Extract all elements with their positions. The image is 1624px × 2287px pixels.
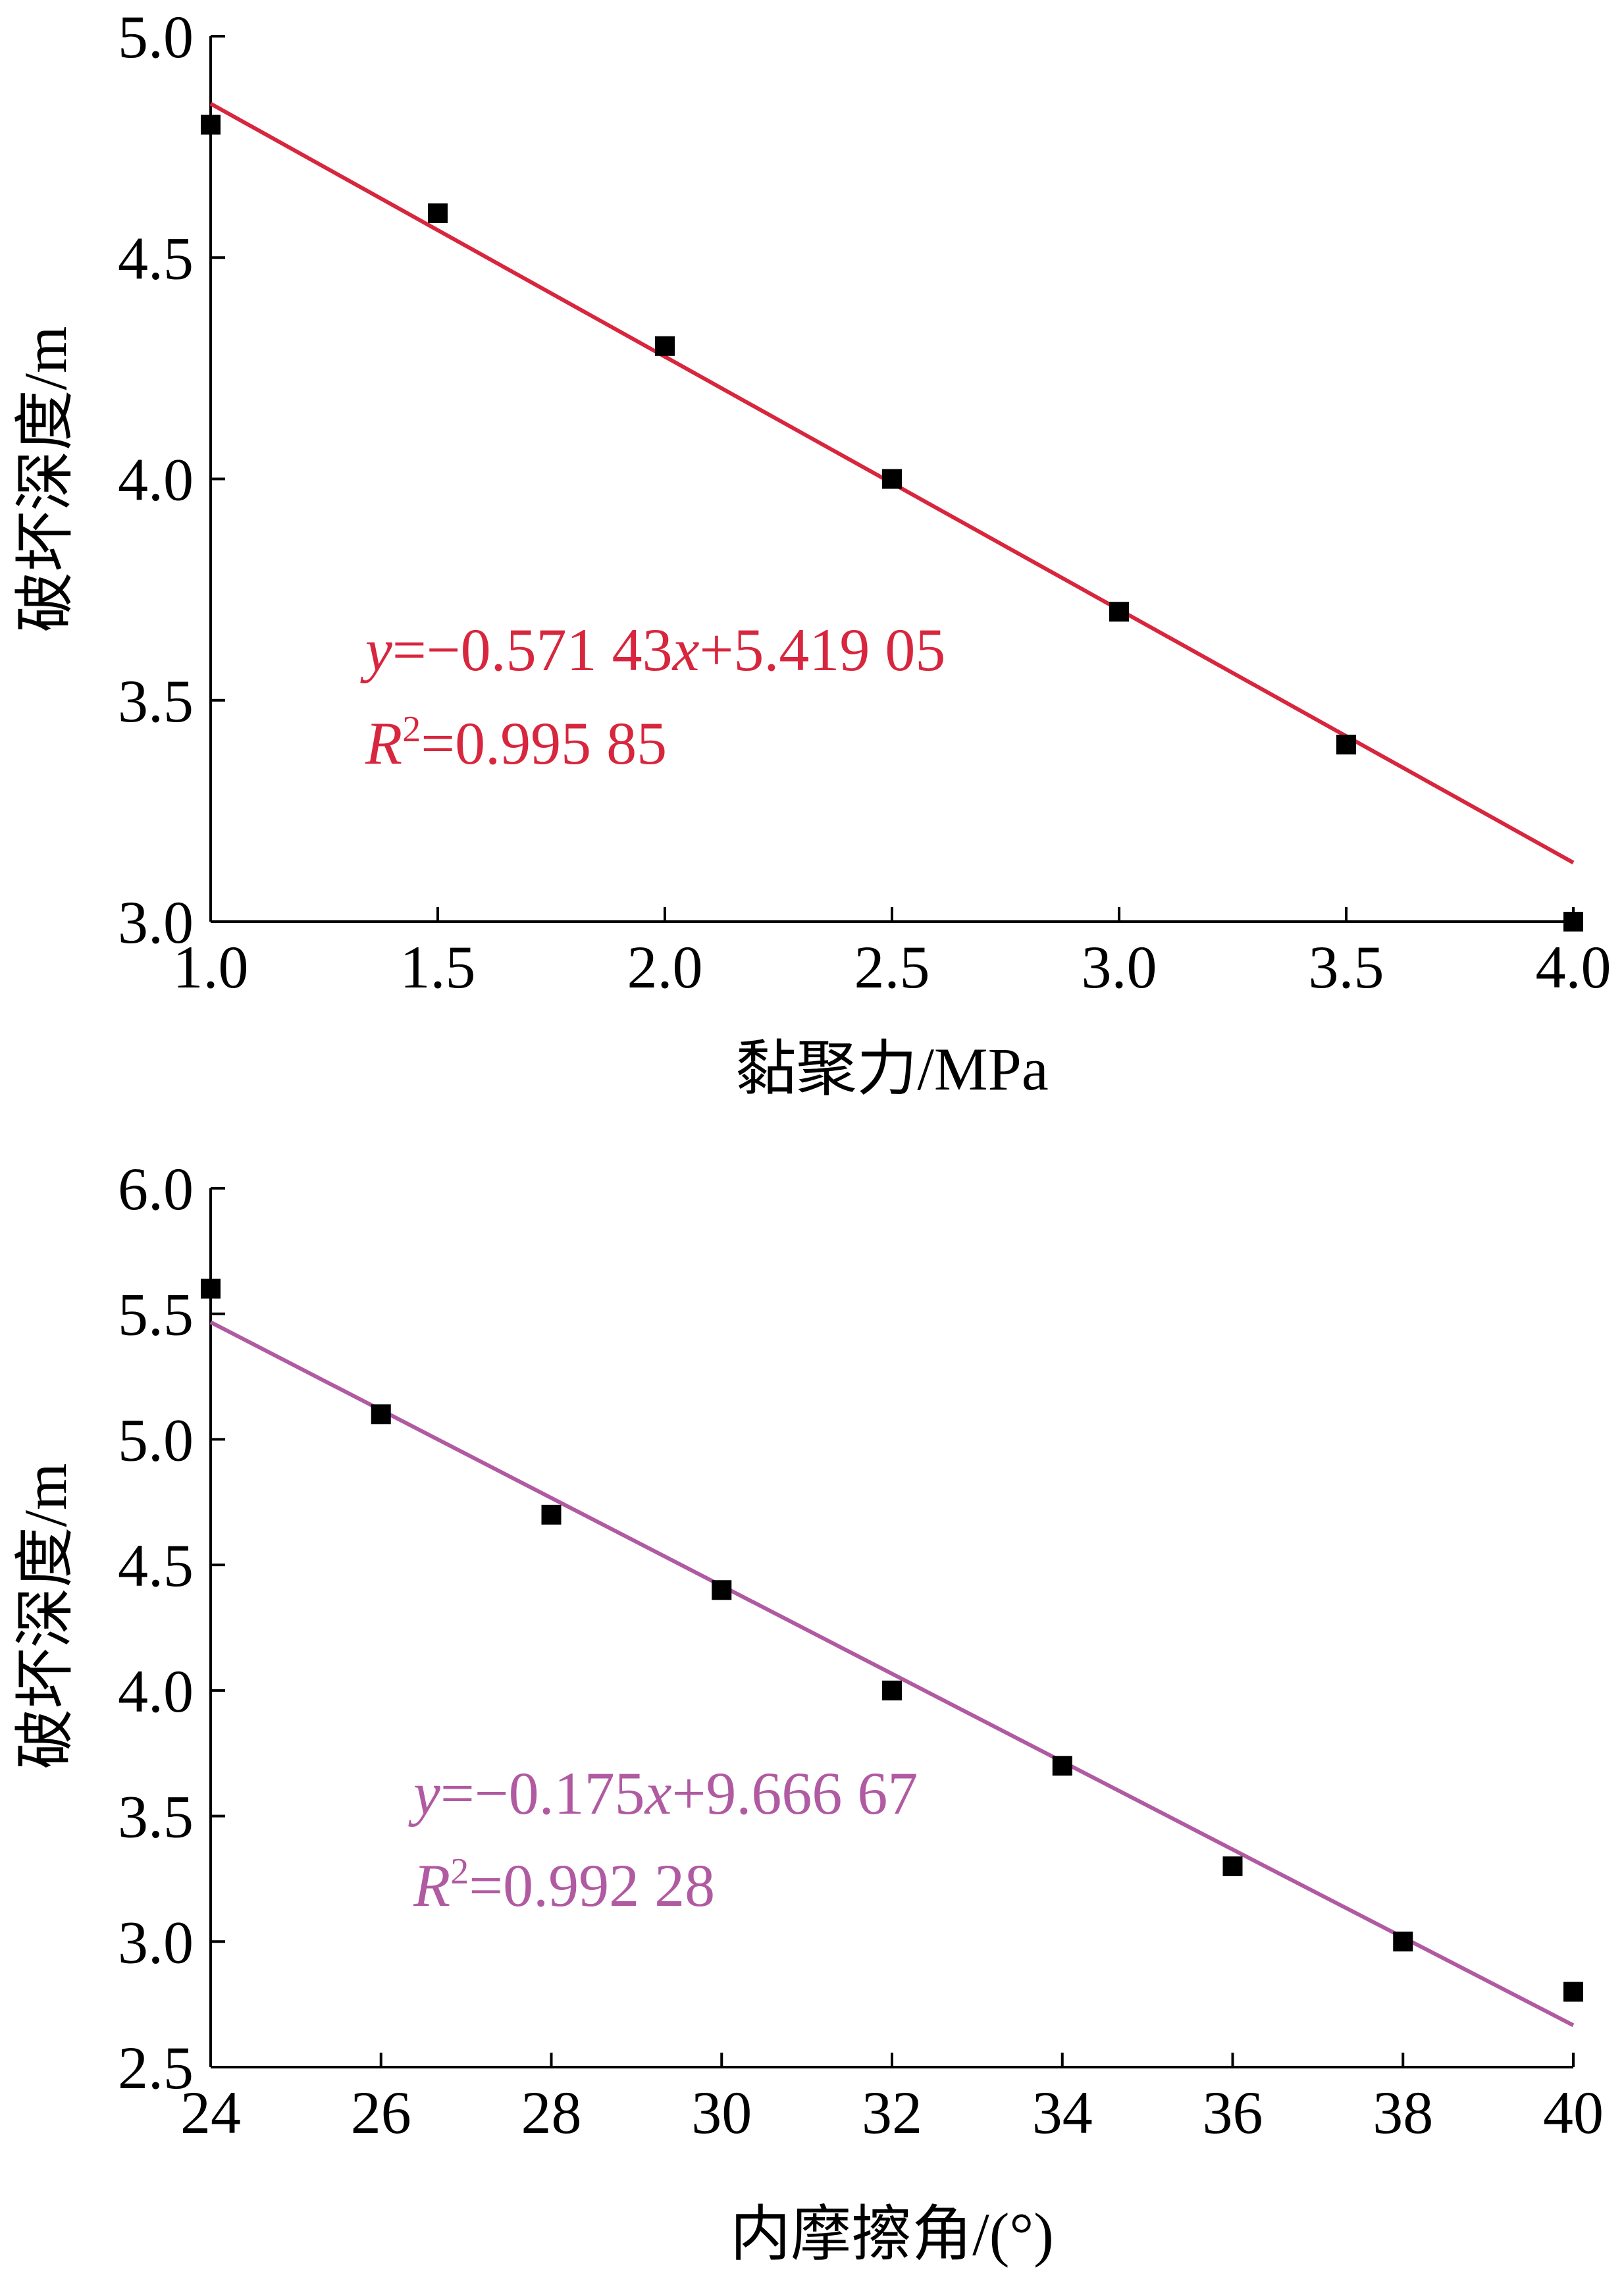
x-tick-labels: 1.0 1.5 2.0 2.5 3.0 3.5 4.0 <box>173 933 1611 1001</box>
fit-r-squared: R2=0.995 85 <box>365 709 667 777</box>
y-tick-label: 4.5 <box>118 224 194 292</box>
data-point <box>1563 1982 1583 2002</box>
fit-line <box>209 1320 1575 2028</box>
x-tick-label: 40 <box>1543 2079 1604 2146</box>
r2-value: =0.992 28 <box>469 1852 715 1919</box>
y-tick-label: 3.5 <box>118 1783 194 1851</box>
y-tick-labels: 3.0 3.5 4.0 4.5 5.0 <box>118 3 194 956</box>
data-points <box>201 1278 1583 2002</box>
y-tick-label: 5.0 <box>118 3 194 70</box>
data-point <box>1222 1856 1243 1876</box>
y-tick-label: 3.5 <box>118 668 194 735</box>
r2-symbol: R <box>413 1852 450 1919</box>
data-point <box>882 1680 902 1700</box>
data-point <box>371 1404 391 1425</box>
eq-lhs: =−0.571 43 <box>392 616 673 683</box>
y-axis-title: 破坏深度/m <box>12 326 79 632</box>
y-tick-label: 3.0 <box>118 889 194 956</box>
data-point <box>428 203 448 223</box>
x-tick-labels: 24 26 28 30 32 34 36 38 40 <box>180 2079 1604 2146</box>
fit-equation: y=−0.571 43x+5.419 05 <box>360 616 945 683</box>
data-point <box>201 1278 221 1299</box>
eq-lhs: =−0.175 <box>440 1760 645 1827</box>
fit-equation: y=−0.175x+9.666 67 <box>408 1760 918 1827</box>
y-tick-label: 2.5 <box>118 2034 194 2101</box>
x-tick-label: 34 <box>1032 2079 1093 2146</box>
y-tick-label: 4.5 <box>118 1532 194 1599</box>
x-axis-title: 内摩擦角/(°) <box>730 2201 1054 2268</box>
x-tick-label: 4.0 <box>1536 933 1611 1001</box>
eq-rhs: +9.666 67 <box>671 1760 918 1827</box>
data-point <box>541 1504 562 1525</box>
data-point <box>201 115 221 135</box>
x-tick-label: 26 <box>351 2079 411 2146</box>
x-tick-label: 24 <box>180 2079 241 2146</box>
y-tick-label: 5.0 <box>118 1406 194 1473</box>
data-point <box>655 336 675 356</box>
x-axis-title: 黏聚力/MPa <box>735 1036 1048 1103</box>
data-point <box>712 1580 732 1600</box>
y-tick-label: 4.0 <box>118 446 194 513</box>
y-tick-label: 4.0 <box>118 1658 194 1725</box>
y-tick-label: 3.0 <box>118 1908 194 1976</box>
x-tick-label: 28 <box>521 2079 582 2146</box>
x-tick-label: 36 <box>1203 2079 1263 2146</box>
tick-marks <box>209 35 1575 923</box>
r2-superscript: 2 <box>450 1851 469 1892</box>
eq-rhs: +5.419 05 <box>699 616 945 683</box>
data-point <box>1393 1932 1413 1952</box>
x-tick-label: 1.5 <box>400 933 476 1001</box>
x-tick-label: 3.0 <box>1082 933 1157 1001</box>
r2-symbol: R <box>365 710 402 777</box>
x-tick-label: 30 <box>691 2079 752 2146</box>
r2-value: =0.995 85 <box>421 710 667 777</box>
eq-x-symbol: x <box>671 616 700 683</box>
data-point <box>882 469 902 489</box>
data-points <box>201 115 1583 932</box>
data-point <box>1109 602 1129 622</box>
y-tick-label: 5.5 <box>118 1281 194 1348</box>
data-point <box>1052 1756 1072 1776</box>
y-tick-label: 6.0 <box>118 1155 194 1222</box>
chart-friction-angle: 24 26 28 30 32 34 36 38 40 2.5 3.0 3.5 4.0 4.5 5.0 5.5… <box>12 1155 1604 2268</box>
tick-marks <box>209 1187 1575 2068</box>
x-tick-label: 32 <box>862 2079 922 2146</box>
x-tick-label: 3.5 <box>1309 933 1384 1001</box>
x-tick-label: 2.5 <box>854 933 930 1001</box>
data-point <box>1336 735 1356 754</box>
y-tick-labels: 2.5 3.0 3.5 4.0 4.5 5.0 5.5 6.0 <box>118 1155 194 2101</box>
r2-superscript: 2 <box>402 709 421 750</box>
x-tick-label: 2.0 <box>627 933 703 1001</box>
y-axis-title: 破坏深度/m <box>12 1463 79 1769</box>
eq-x-symbol: x <box>644 1760 672 1827</box>
eq-y-symbol: y <box>360 616 392 683</box>
eq-y-symbol: y <box>408 1760 440 1827</box>
chart-cohesion: 1.0 1.5 2.0 2.5 3.0 3.5 4.0 3.0 3.5 4.0 4.5 5.0 黏聚… <box>12 3 1611 1103</box>
x-tick-label: 1.0 <box>173 933 249 1001</box>
data-point <box>1563 912 1583 932</box>
x-tick-label: 38 <box>1373 2079 1433 2146</box>
fit-r-squared: R2=0.992 28 <box>413 1851 715 1919</box>
